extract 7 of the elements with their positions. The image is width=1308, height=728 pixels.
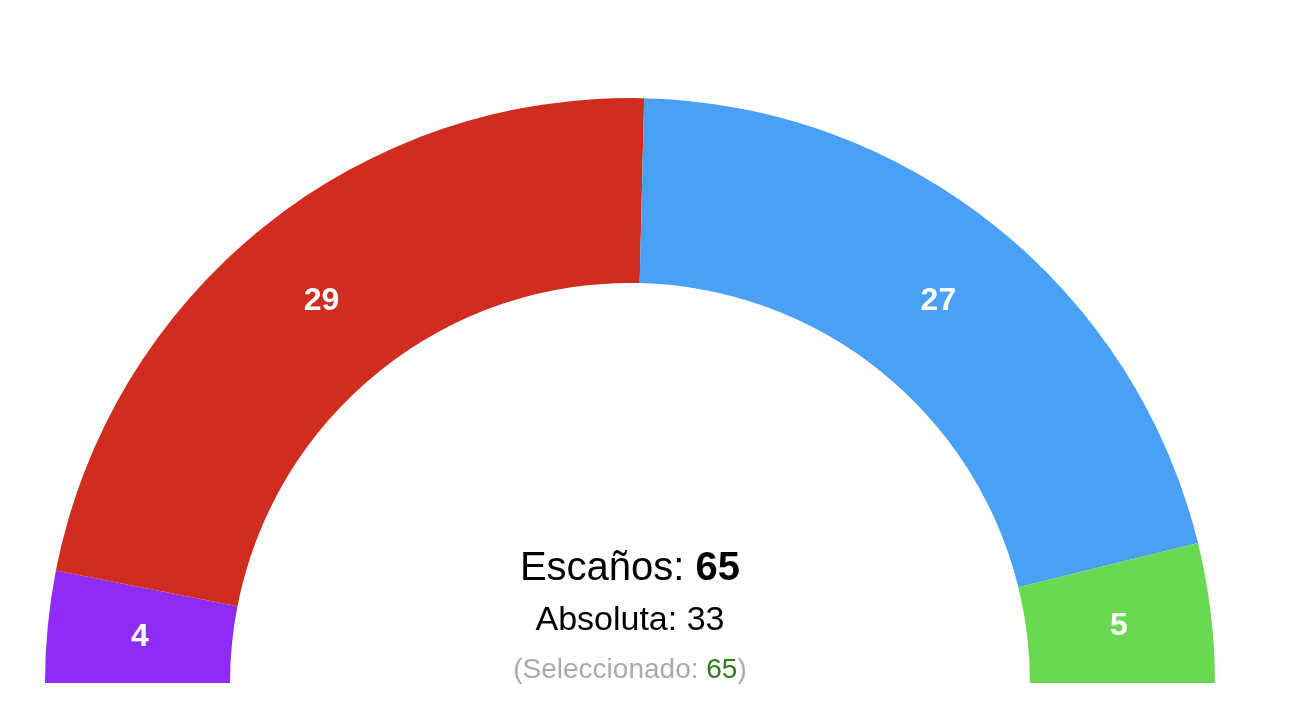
text: Escaños: 65 xyxy=(519,544,741,588)
data-label: 4 xyxy=(130,617,149,654)
data-label: 5 xyxy=(1110,605,1128,642)
data-label: 29 xyxy=(303,281,340,318)
data-label: 27 xyxy=(920,281,957,318)
text: (Seleccionado: 65) xyxy=(513,653,747,684)
text: Absoluta: 33 xyxy=(535,599,725,637)
